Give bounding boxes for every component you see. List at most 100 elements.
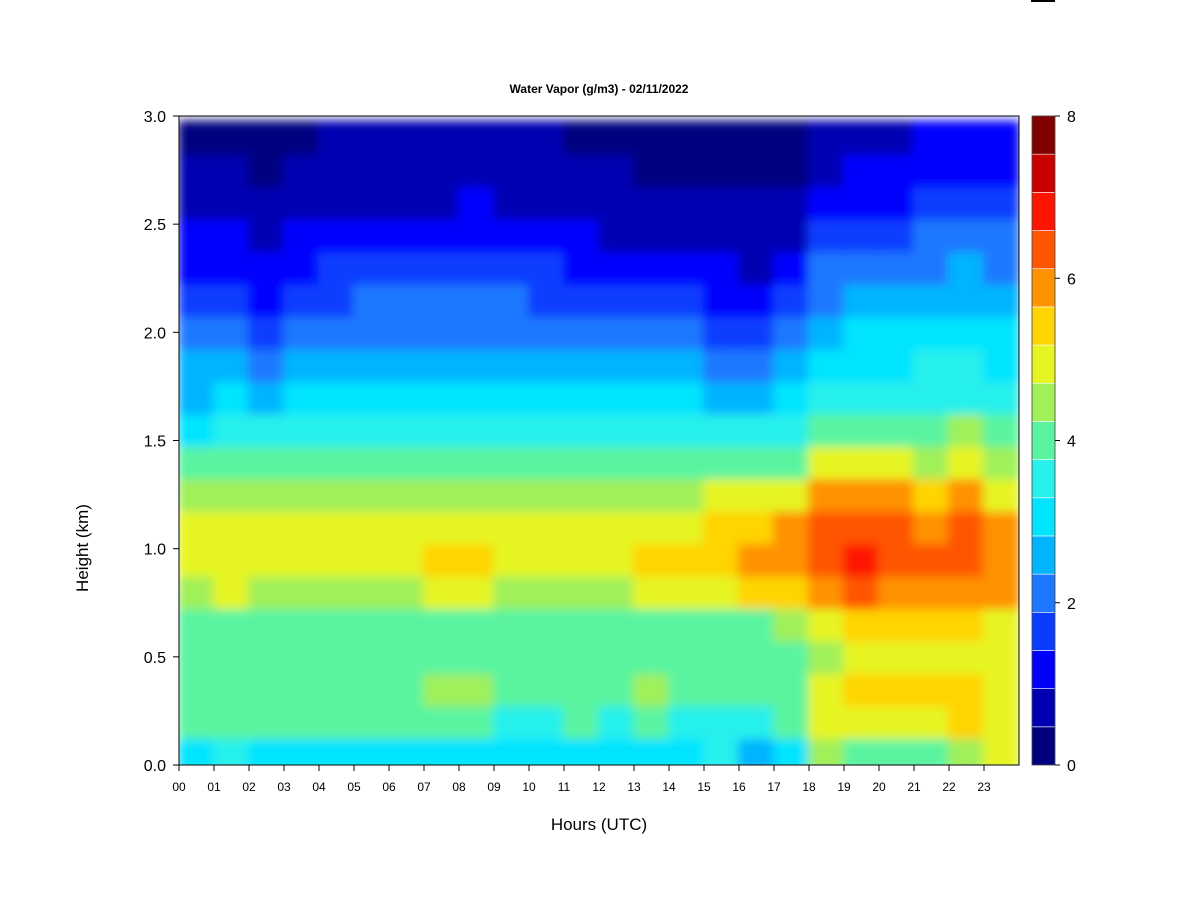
heatmap-cell <box>598 736 635 765</box>
heatmap-cell <box>388 120 425 155</box>
heatmap-cell <box>528 509 565 545</box>
heatmap-cell <box>458 120 495 155</box>
heatmap-cell <box>843 574 880 610</box>
heatmap-cell <box>703 250 740 285</box>
heatmap-cell <box>458 250 495 285</box>
heatmap-cell <box>633 250 670 285</box>
heatmap-cell <box>878 412 915 447</box>
heatmap-cell <box>283 185 320 220</box>
heatmap-cell <box>458 185 495 220</box>
heatmap-cell <box>179 185 215 220</box>
heatmap-cell <box>353 250 390 285</box>
heatmap-cell <box>668 607 705 642</box>
heatmap-cell <box>738 444 775 480</box>
heatmap-cell <box>528 282 565 318</box>
heatmap-cell <box>843 217 880 253</box>
heatmap-cell <box>668 347 705 383</box>
heatmap-cell <box>913 380 950 415</box>
heatmap-cell <box>283 477 320 512</box>
x-tick-label: 09 <box>487 780 501 794</box>
heatmap-cell <box>843 347 880 383</box>
x-tick-label: 20 <box>872 780 886 794</box>
heatmap-cell <box>528 477 565 512</box>
heatmap-cell <box>493 347 530 383</box>
heatmap-cell <box>213 444 250 480</box>
heatmap-cell <box>808 477 845 512</box>
heatmap-cell <box>948 736 985 765</box>
heatmap-cell <box>388 412 425 447</box>
heatmap-cell <box>388 315 425 350</box>
heatmap-cell <box>808 152 845 188</box>
heatmap-cell <box>423 315 460 350</box>
heatmap-cell <box>423 444 460 480</box>
heatmap-cell <box>878 477 915 512</box>
heatmap-cell <box>703 444 740 480</box>
y-axis: 0.0 0.5 1.0 1.5 2.0 2.5 3.0 <box>144 109 179 775</box>
colorbar-swatch <box>1031 573 1056 613</box>
heatmap-cell <box>563 704 600 739</box>
heatmap-cell <box>353 704 390 739</box>
heatmap-cell <box>318 412 355 447</box>
heatmap-cell <box>353 412 390 447</box>
heatmap-cell <box>318 282 355 318</box>
heatmap-cell <box>843 282 880 318</box>
heatmap-cell <box>248 152 285 188</box>
heatmap-cell <box>423 347 460 383</box>
x-tick-label: 22 <box>942 780 956 794</box>
heatmap-cell <box>388 477 425 512</box>
colorbar-swatch <box>1031 192 1056 231</box>
heatmap-cell <box>493 477 530 512</box>
heatmap-cell <box>913 120 950 155</box>
heatmap-cell <box>318 217 355 253</box>
heatmap-cell <box>668 380 705 415</box>
heatmap-cell <box>633 120 670 155</box>
colorbar-swatch <box>1031 650 1056 689</box>
heatmap-cell <box>843 185 880 220</box>
heatmap-cell <box>913 509 950 545</box>
heatmap-cell <box>983 185 1019 220</box>
heatmap-cell <box>983 509 1019 545</box>
heatmap-cell <box>808 542 845 577</box>
colorbar-swatch <box>1031 535 1056 575</box>
x-tick-label: 04 <box>312 780 326 794</box>
heatmap-cells <box>179 120 1019 765</box>
heatmap-cell <box>703 736 740 765</box>
heatmap-cell <box>808 347 845 383</box>
heatmap-cell <box>179 380 215 415</box>
heatmap-cell <box>773 639 810 675</box>
heatmap-cell <box>179 412 215 447</box>
heatmap-cell <box>388 347 425 383</box>
heatmap-cell <box>668 736 705 765</box>
heatmap-cell <box>598 477 635 512</box>
heatmap-cell <box>878 217 915 253</box>
heatmap-cell <box>983 250 1019 285</box>
heatmap-cell <box>179 444 215 480</box>
heatmap-cell <box>528 542 565 577</box>
heatmap-cell <box>248 315 285 350</box>
heatmap-cell <box>703 120 740 155</box>
heatmap-cell <box>248 607 285 642</box>
heatmap-cell <box>493 736 530 765</box>
heatmap-cell <box>283 542 320 577</box>
x-tick-label: 17 <box>767 780 781 794</box>
heatmap-cell <box>353 347 390 383</box>
heatmap-cell <box>423 282 460 318</box>
heatmap-cell <box>528 412 565 447</box>
heatmap-cell <box>633 217 670 253</box>
heatmap-cell <box>878 639 915 675</box>
heatmap-cell <box>493 509 530 545</box>
x-tick-label: 16 <box>732 780 746 794</box>
heatmap-cell <box>773 542 810 577</box>
heatmap-cell <box>458 607 495 642</box>
heatmap-cell <box>283 282 320 318</box>
x-tick-label: 07 <box>417 780 431 794</box>
heatmap-cell <box>458 477 495 512</box>
heatmap-cell <box>493 444 530 480</box>
heatmap-cell <box>458 672 495 707</box>
heatmap-cell <box>948 380 985 415</box>
heatmap-cell <box>948 574 985 610</box>
heatmap-cell <box>878 704 915 739</box>
heatmap-cell <box>248 120 285 155</box>
heatmap-cell <box>528 574 565 610</box>
heatmap-cell <box>353 477 390 512</box>
